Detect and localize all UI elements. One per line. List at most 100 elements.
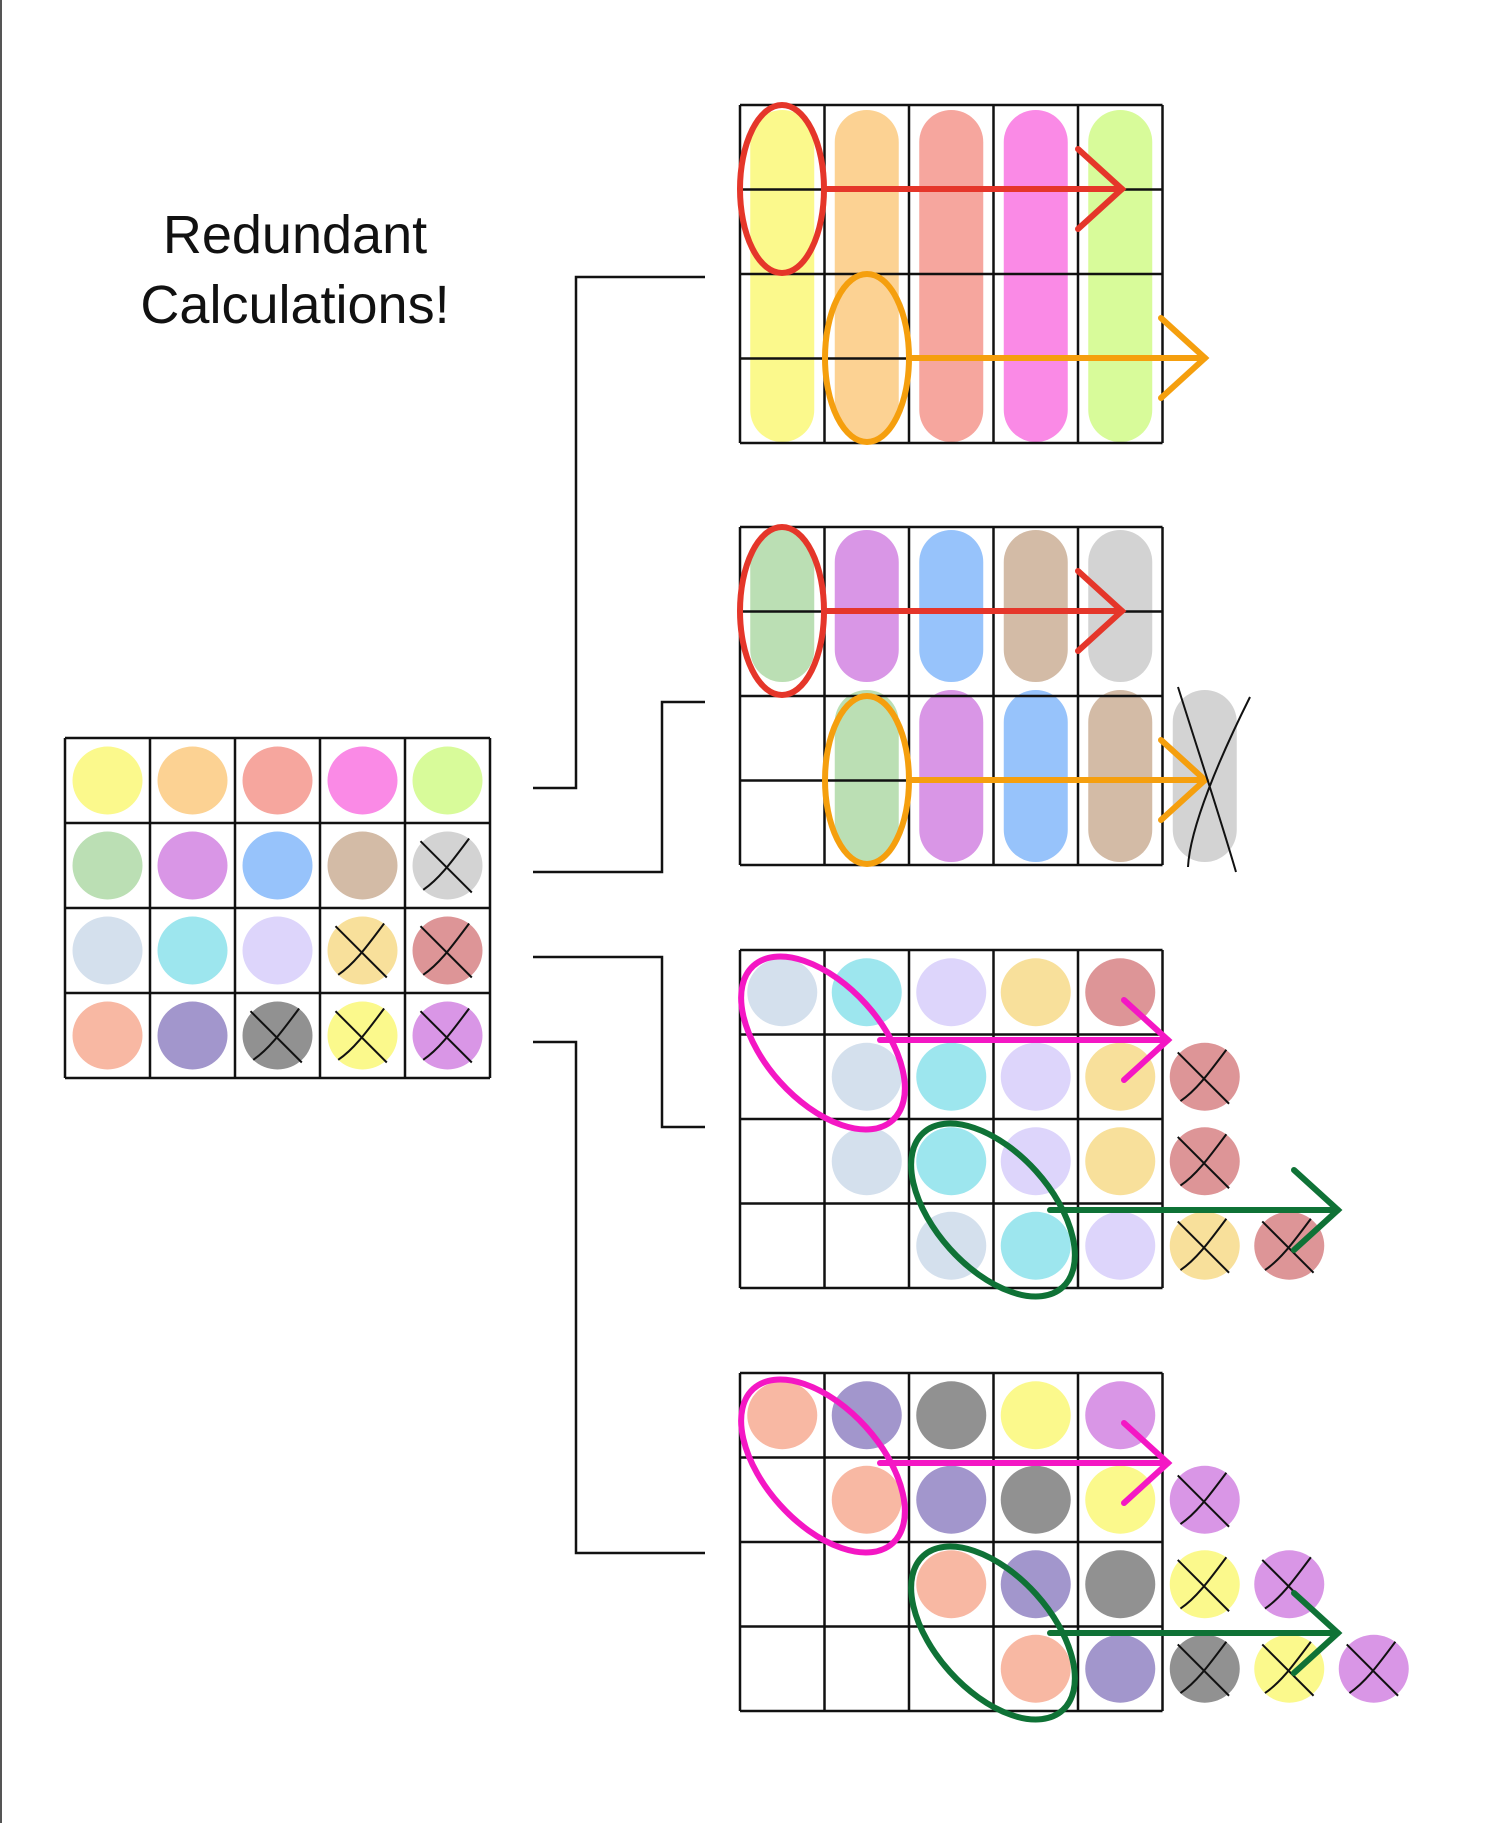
grid4-cell-x-19: [1346, 1641, 1399, 1697]
connector-lines: [533, 275, 705, 1555]
connector-row-1: [533, 275, 705, 790]
grid2-orange-arrow: [907, 737, 1210, 823]
grid3-cell-x-14: [1177, 1133, 1230, 1189]
grid1-orange-arrow: [907, 315, 1210, 401]
grid4-cell-2: [916, 1381, 987, 1450]
grid4-cell-x-13: [1177, 1556, 1230, 1612]
source-cell-x-r3-c4: [419, 1007, 473, 1064]
source-cell-x-r1-c4: [419, 837, 473, 894]
grid1-column-pill-4: [1088, 110, 1153, 442]
grid3-cell-16: [1000, 1211, 1071, 1280]
grid3-cell-x-9: [1177, 1049, 1230, 1105]
source-cell-r2-c1: [157, 916, 228, 985]
grid3-cell-10: [831, 1127, 902, 1196]
diagram-title: Redundant Calculations!: [60, 200, 530, 340]
grid4-green-loop: [908, 1543, 1078, 1723]
connector-row-2: [533, 700, 705, 874]
grid3-cell-5: [831, 1042, 902, 1111]
grid4-cell-0: [747, 1381, 818, 1450]
source-cell-x-r3-c3: [334, 1007, 388, 1064]
title-line-2: Calculations!: [140, 275, 450, 335]
grid3-magenta-loop: [738, 953, 908, 1133]
grid3-cell-x-19: [1261, 1218, 1315, 1274]
source-cell-r0-c1: [157, 746, 228, 815]
grid4-green-arrow: [1047, 1590, 1343, 1676]
grid1-red-arrow: [823, 146, 1127, 232]
grid2-red-arrow-head: [1075, 568, 1127, 654]
grid2-upper-pill-0: [750, 530, 815, 682]
grid-4: [738, 1371, 1164, 1713]
grid2-lower-pill-0: [834, 690, 899, 862]
grid3-cell-11: [916, 1127, 987, 1196]
grid3-cell-3: [1000, 958, 1071, 1027]
source-cell-x-r2-c4: [419, 922, 473, 979]
grid1-red-arrow-head: [1075, 146, 1127, 232]
grid4-cell-3: [1000, 1381, 1071, 1450]
grid4-cell-12: [1085, 1550, 1156, 1619]
grid4-cell-8: [1085, 1465, 1156, 1534]
grid3-green-arrow-head: [1291, 1167, 1343, 1253]
source-cell-r2-c2: [242, 916, 313, 985]
source-cell-x-r2-c3: [334, 922, 388, 979]
grid2-lower-pill-1: [919, 690, 984, 862]
connector-row-4: [533, 1040, 705, 1555]
source-cell-r1-c2: [242, 831, 313, 900]
grid4-cell-11: [1000, 1550, 1071, 1619]
grid4-magenta-arrow: [877, 1420, 1173, 1506]
grid3-cell-13: [1085, 1127, 1156, 1196]
source-cell-r3-c1: [157, 1001, 228, 1070]
grid2-overflow-x: [1177, 686, 1251, 873]
grid4-cell-15: [1000, 1634, 1071, 1703]
source-cell-x-r3-c2: [249, 1007, 303, 1064]
source-cell-r1-c3: [327, 831, 398, 900]
source-grid: [63, 736, 492, 1080]
source-cell-r1-c1: [157, 831, 228, 900]
grid3-cell-8: [1085, 1042, 1156, 1111]
grid2-orange-arrow-head: [1158, 737, 1210, 823]
grid1-column-pill-2: [919, 110, 984, 442]
grid3-cell-x-18: [1177, 1218, 1230, 1274]
grid4-cell-16: [1085, 1634, 1156, 1703]
grid2-lower-pill-3: [1088, 690, 1153, 862]
source-cell-r0-c4: [412, 746, 483, 815]
grid4-cell-5: [831, 1465, 902, 1534]
connector-row-3: [533, 955, 705, 1129]
grid4-cell-10: [916, 1550, 987, 1619]
source-cell-r0-c0: [72, 746, 143, 815]
grid3-cell-17: [1085, 1211, 1156, 1280]
grid4-magenta-arrow-head: [1121, 1420, 1173, 1506]
grid3-cell-1: [831, 958, 902, 1027]
grid2-upper-pill-2: [919, 530, 984, 682]
grid2-red-arrow: [823, 568, 1127, 654]
grid2-lower-pill-2: [1003, 690, 1068, 862]
grid3-green-arrow: [1047, 1167, 1343, 1253]
grid3-magenta-arrow-head: [1121, 997, 1173, 1083]
grid1-orange-arrow-head: [1158, 315, 1210, 401]
grid4-green-arrow-head: [1291, 1590, 1343, 1676]
grid1-column-pill-3: [1003, 110, 1068, 442]
grid4-cell-x-17: [1177, 1641, 1230, 1697]
grid4-cell-1: [831, 1381, 902, 1450]
grid2-upper-pill-3: [1003, 530, 1068, 682]
source-cell-r0-c2: [242, 746, 313, 815]
title-line-1: Redundant: [162, 205, 428, 265]
grid3-green-loop: [908, 1120, 1078, 1300]
grid4-cell-x-9: [1177, 1472, 1230, 1528]
grid1-column-pill-0: [750, 110, 815, 442]
grid2-upper-pill-1: [834, 530, 899, 682]
grid3-magenta-arrow: [877, 997, 1173, 1083]
grid-3: [738, 948, 1164, 1290]
grid3-cell-2: [916, 958, 987, 1027]
grid4-magenta-loop: [738, 1376, 908, 1556]
grid4-cell-6: [916, 1465, 987, 1534]
grid3-cell-7: [1000, 1042, 1071, 1111]
grid3-cell-12: [1000, 1127, 1071, 1196]
source-cell-r3-c0: [72, 1001, 143, 1070]
grid3-cell-0: [747, 958, 818, 1027]
grid4-cell-7: [1000, 1465, 1071, 1534]
grid3-cell-6: [916, 1042, 987, 1111]
source-cell-r0-c3: [327, 746, 398, 815]
source-cell-r2-c0: [72, 916, 143, 985]
